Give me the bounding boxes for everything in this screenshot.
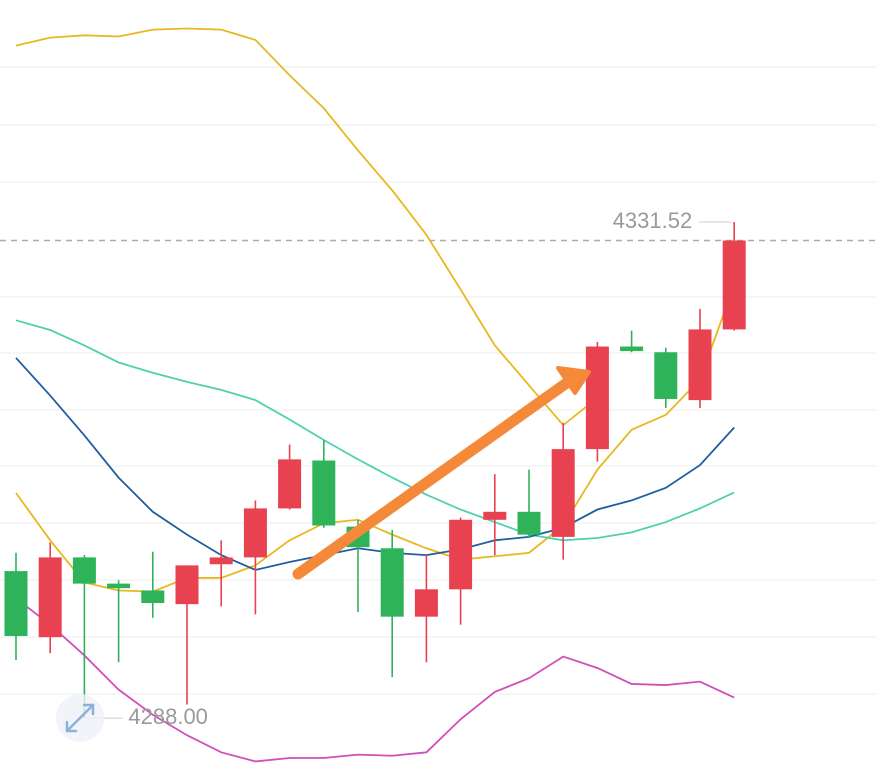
- candle: [620, 330, 644, 353]
- candle-body: [278, 459, 302, 509]
- candle-body: [72, 557, 96, 584]
- grid: [0, 66, 877, 695]
- candle: [688, 308, 712, 409]
- candle-body: [312, 460, 336, 526]
- icon-glyph: [65, 703, 95, 733]
- candle-body: [585, 346, 609, 450]
- candle-body: [654, 352, 678, 399]
- candle: [654, 347, 678, 409]
- candle: [209, 540, 233, 607]
- indicator-line: [15, 284, 736, 593]
- trend-arrow: [292, 376, 574, 580]
- candle: [38, 542, 62, 654]
- candle-body: [243, 508, 267, 558]
- candle: [107, 580, 131, 663]
- candle-body: [517, 511, 541, 535]
- candle: [483, 474, 507, 556]
- candle-body: [38, 557, 62, 638]
- candle-body: [620, 346, 644, 352]
- candle-body: [722, 240, 746, 330]
- candle: [243, 500, 267, 615]
- candle: [380, 530, 404, 678]
- candle: [722, 222, 746, 331]
- candle-body: [107, 583, 131, 589]
- candle: [4, 552, 28, 660]
- trend-arrow-head: [556, 366, 591, 395]
- candle-body: [414, 589, 438, 617]
- expand-icon[interactable]: [56, 694, 104, 742]
- candle: [449, 517, 473, 625]
- candle-body: [483, 511, 507, 520]
- candle: [585, 341, 609, 462]
- candle: [72, 555, 96, 719]
- candle-body: [4, 571, 28, 637]
- candle-body: [551, 449, 575, 537]
- candle-body: [449, 519, 473, 590]
- candle: [551, 422, 575, 560]
- candle-body: [175, 565, 199, 605]
- indicator-line: [15, 27, 598, 427]
- candle: [414, 555, 438, 663]
- indicator-line: [15, 597, 735, 763]
- candle-body: [141, 590, 165, 604]
- candle-body: [209, 557, 233, 565]
- candle-body: [380, 548, 404, 617]
- candle: [278, 444, 302, 510]
- candle: [141, 551, 165, 618]
- low-label: 4288.00: [128, 704, 208, 729]
- indicator-line: [15, 319, 735, 542]
- candle: [312, 439, 336, 528]
- indicator-line: [15, 357, 735, 571]
- candle: [517, 469, 541, 539]
- candle-body: [688, 329, 712, 401]
- high-label: 4331.52: [613, 208, 693, 233]
- candle: [175, 565, 199, 705]
